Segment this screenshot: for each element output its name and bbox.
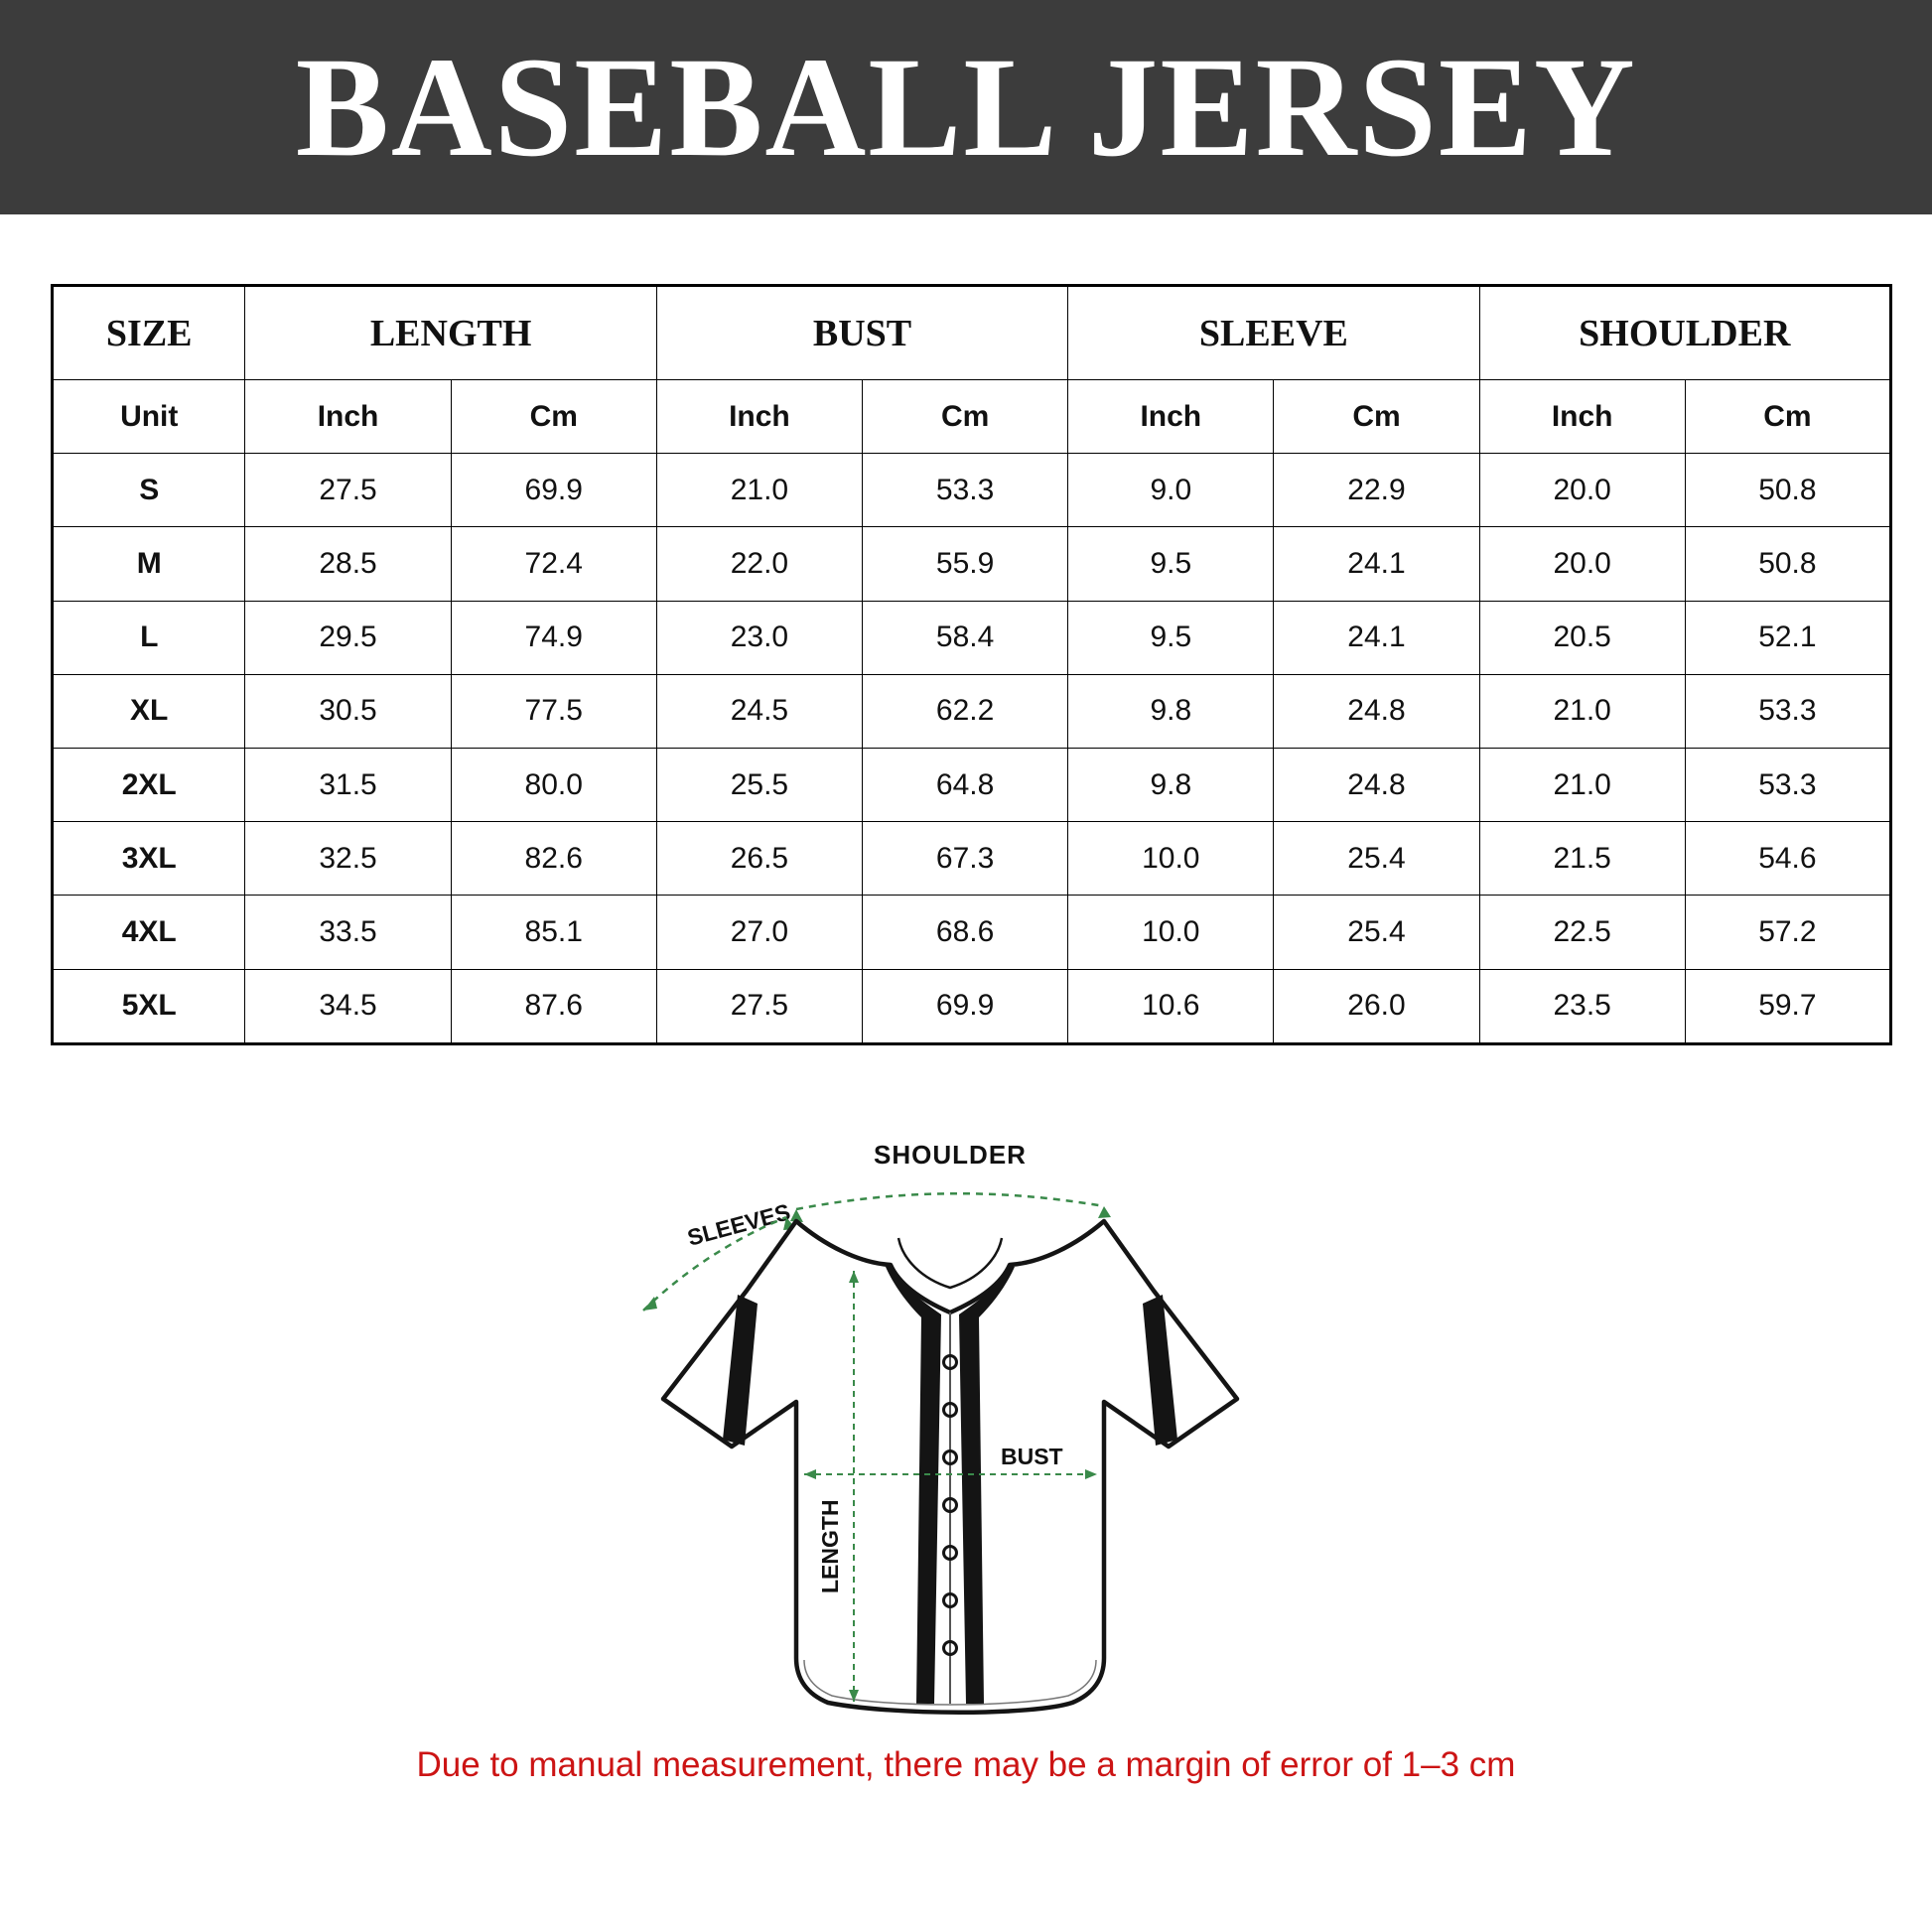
svg-text:SLEEVES: SLEEVES xyxy=(685,1198,793,1251)
svg-text:BUST: BUST xyxy=(1001,1444,1063,1469)
svg-text:SHOULDER: SHOULDER xyxy=(874,1142,1027,1170)
svg-text:LENGTH: LENGTH xyxy=(817,1499,843,1593)
